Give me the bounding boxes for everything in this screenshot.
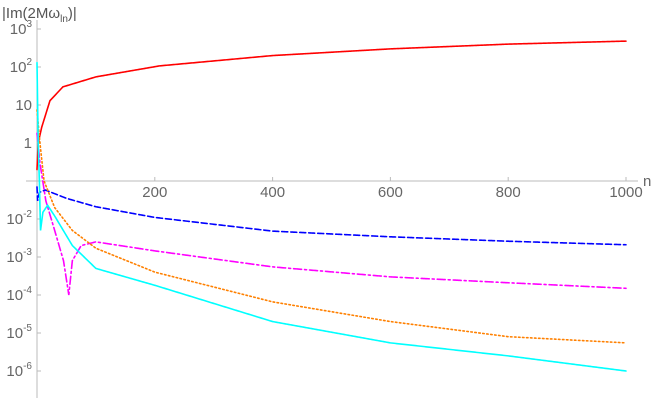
y-tick-label: 103 <box>10 19 33 38</box>
series-0-line <box>36 40 627 171</box>
series-2-line <box>36 132 627 296</box>
x-tick-label: 800 <box>496 184 521 201</box>
y-tick-label: 10-4 <box>6 285 32 304</box>
x-tick-label: 400 <box>260 184 285 201</box>
series-3-line <box>36 109 627 344</box>
y-tick-label: 10-5 <box>6 323 32 342</box>
x-tick-label: 1000 <box>609 184 642 201</box>
y-tick-label: 10-3 <box>6 247 32 266</box>
y-tick-label: 10 <box>15 97 32 114</box>
series-1-line <box>36 186 627 246</box>
y-tick-label: 102 <box>10 57 33 76</box>
x-axis-label: n <box>643 173 651 190</box>
y-tick-label: 10-6 <box>6 361 32 380</box>
y-axis-title: |Im(2Mωln)| <box>2 5 77 25</box>
series-4-line <box>36 61 627 372</box>
y-tick-label: 10-2 <box>6 209 32 228</box>
x-tick-label: 600 <box>378 184 403 201</box>
y-tick-label: 1 <box>24 135 32 152</box>
x-tick-label: 200 <box>142 184 167 201</box>
